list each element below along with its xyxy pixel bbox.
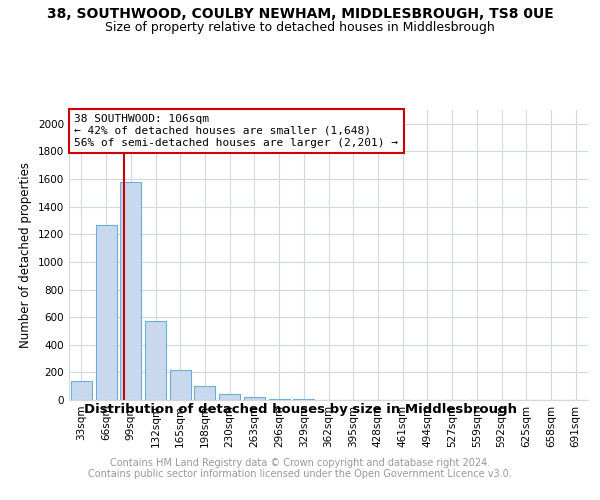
Bar <box>145 322 166 400</box>
Bar <box>95 224 116 400</box>
Bar <box>71 380 92 400</box>
Bar <box>269 398 290 400</box>
Text: Distribution of detached houses by size in Middlesbrough: Distribution of detached houses by size … <box>83 402 517 415</box>
Text: 38, SOUTHWOOD, COULBY NEWHAM, MIDDLESBROUGH, TS8 0UE: 38, SOUTHWOOD, COULBY NEWHAM, MIDDLESBRO… <box>47 8 553 22</box>
Y-axis label: Number of detached properties: Number of detached properties <box>19 162 32 348</box>
Text: 38 SOUTHWOOD: 106sqm
← 42% of detached houses are smaller (1,648)
56% of semi-de: 38 SOUTHWOOD: 106sqm ← 42% of detached h… <box>74 114 398 148</box>
Bar <box>120 182 141 400</box>
Text: Contains HM Land Registry data © Crown copyright and database right 2024.
Contai: Contains HM Land Registry data © Crown c… <box>88 458 512 479</box>
Bar <box>244 396 265 400</box>
Bar <box>194 386 215 400</box>
Bar <box>219 394 240 400</box>
Text: Size of property relative to detached houses in Middlesbrough: Size of property relative to detached ho… <box>105 21 495 34</box>
Bar <box>170 370 191 400</box>
